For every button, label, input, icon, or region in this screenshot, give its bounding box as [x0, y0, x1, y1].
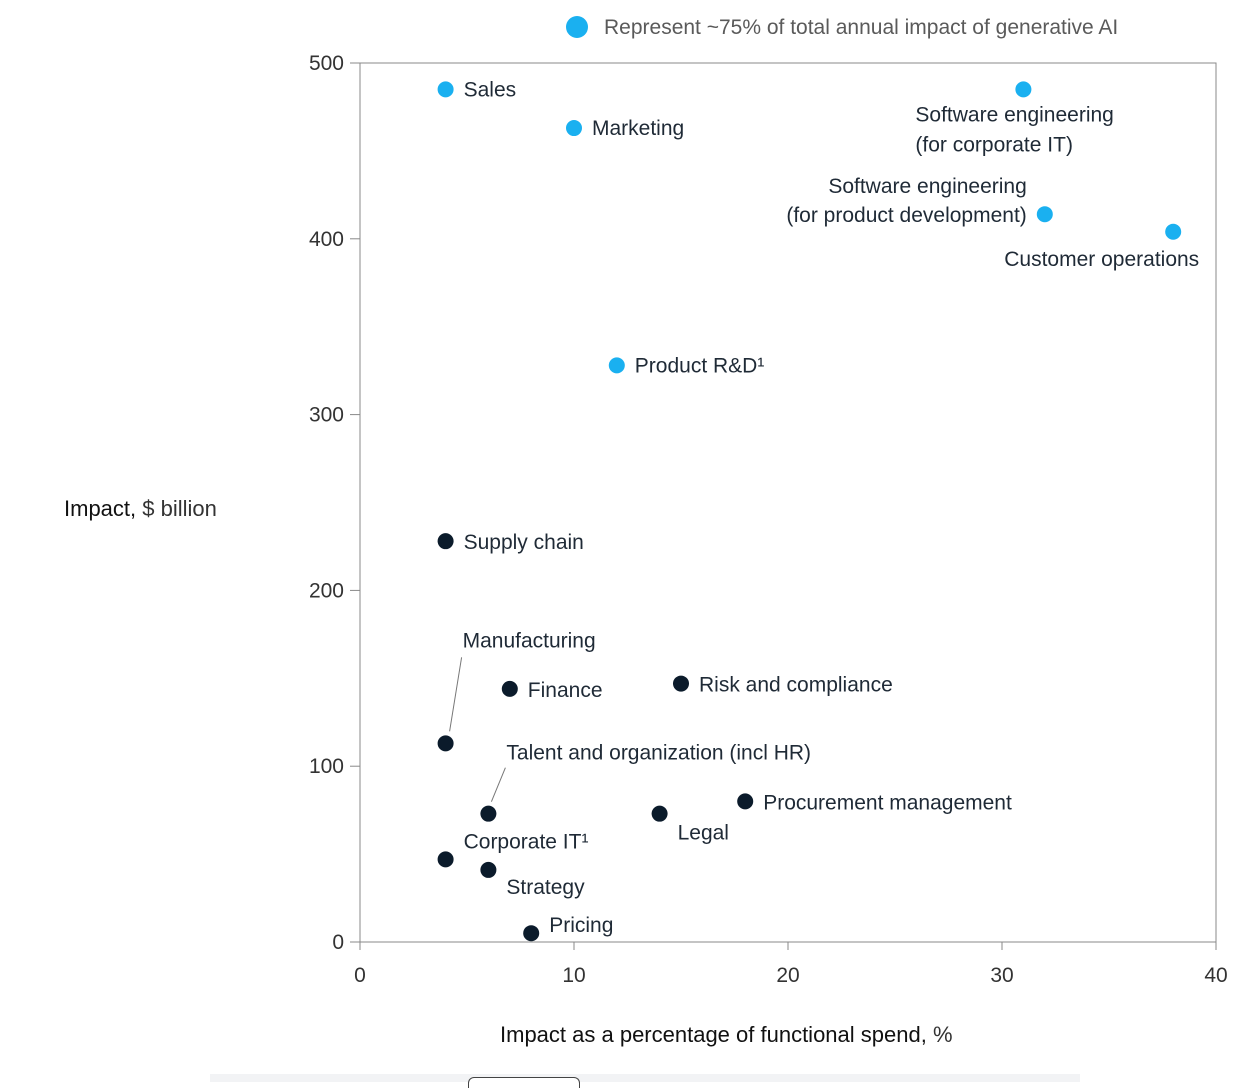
- point-label-procurement-management: Procurement management: [763, 791, 1012, 814]
- point-label-software-engineering-for-product-development: Software engineering: [828, 175, 1026, 198]
- point-label-corporate-it: Corporate IT¹: [464, 830, 589, 853]
- point-manufacturing[interactable]: [437, 735, 454, 752]
- x-tick-label: 40: [1204, 964, 1227, 987]
- point-legal[interactable]: [651, 805, 668, 822]
- point-software-engineering-for-product-development[interactable]: [1036, 206, 1053, 223]
- point-marketing[interactable]: [566, 120, 582, 137]
- y-axis-title: Impact, $ billion: [64, 496, 217, 522]
- point-label-risk-and-compliance: Risk and compliance: [699, 674, 893, 697]
- x-tick-label: 0: [354, 964, 366, 987]
- y-tick-label: 0: [332, 931, 344, 954]
- point-finance[interactable]: [501, 680, 518, 697]
- point-label-strategy: Strategy: [506, 876, 585, 899]
- y-tick-label: 400: [309, 228, 344, 251]
- x-axis-title-unit: %: [932, 1022, 953, 1047]
- point-label-product-r-d: Product R&D¹: [635, 354, 765, 377]
- point-label-legal: Legal: [678, 822, 729, 845]
- point-label-customer-operations: Customer operations: [1004, 248, 1199, 271]
- point-label-software-engineering-for-product-development: (for product development): [786, 204, 1026, 227]
- point-pricing[interactable]: [523, 925, 540, 942]
- point-talent-and-organization-incl-hr[interactable]: [480, 805, 497, 822]
- bottom-scroll-strip: [210, 1074, 1080, 1082]
- point-label-marketing: Marketing: [592, 117, 684, 140]
- x-tick-label: 30: [990, 964, 1013, 987]
- point-label-sales: Sales: [464, 78, 517, 101]
- point-product-r-d[interactable]: [608, 357, 625, 374]
- x-tick-label: 10: [562, 964, 585, 987]
- leader-line-manufacturing: [449, 657, 463, 732]
- point-label-supply-chain: Supply chain: [464, 531, 584, 554]
- y-tick-label: 100: [309, 755, 344, 778]
- leader-line-talent-and-organization-incl-hr: [490, 767, 506, 802]
- x-axis-title-main: Impact as a percentage of functional spe…: [500, 1022, 927, 1047]
- point-corporate-it[interactable]: [437, 851, 454, 868]
- y-axis-title-main: Impact,: [64, 496, 137, 521]
- y-axis-title-unit: $ billion: [142, 496, 217, 521]
- point-supply-chain[interactable]: [437, 533, 454, 550]
- point-software-engineering-for-corporate-it[interactable]: [1015, 81, 1032, 98]
- y-tick-label: 300: [309, 404, 344, 427]
- legend-label: Represent ~75% of total annual impact of…: [604, 16, 1118, 39]
- point-label-talent-and-organization-incl-hr: Talent and organization (incl HR): [506, 742, 811, 765]
- point-risk-and-compliance[interactable]: [673, 675, 689, 692]
- point-strategy[interactable]: [480, 861, 497, 878]
- x-tick-label: 20: [776, 964, 799, 987]
- point-label-finance: Finance: [528, 679, 603, 702]
- y-tick-label: 200: [309, 579, 344, 602]
- point-sales[interactable]: [437, 81, 454, 98]
- point-procurement-management[interactable]: [737, 793, 754, 810]
- x-axis-title: Impact as a percentage of functional spe…: [500, 1022, 953, 1048]
- point-customer-operations[interactable]: [1165, 223, 1182, 240]
- y-tick-label: 500: [309, 52, 344, 75]
- bottom-tab-handle[interactable]: [468, 1077, 580, 1088]
- point-label-pricing: Pricing: [549, 914, 613, 937]
- point-label-manufacturing: Manufacturing: [463, 629, 596, 652]
- legend-marker: [566, 16, 588, 38]
- point-label-software-engineering-for-corporate-it: (for corporate IT): [915, 133, 1073, 156]
- point-label-software-engineering-for-corporate-it: Software engineering: [915, 103, 1113, 126]
